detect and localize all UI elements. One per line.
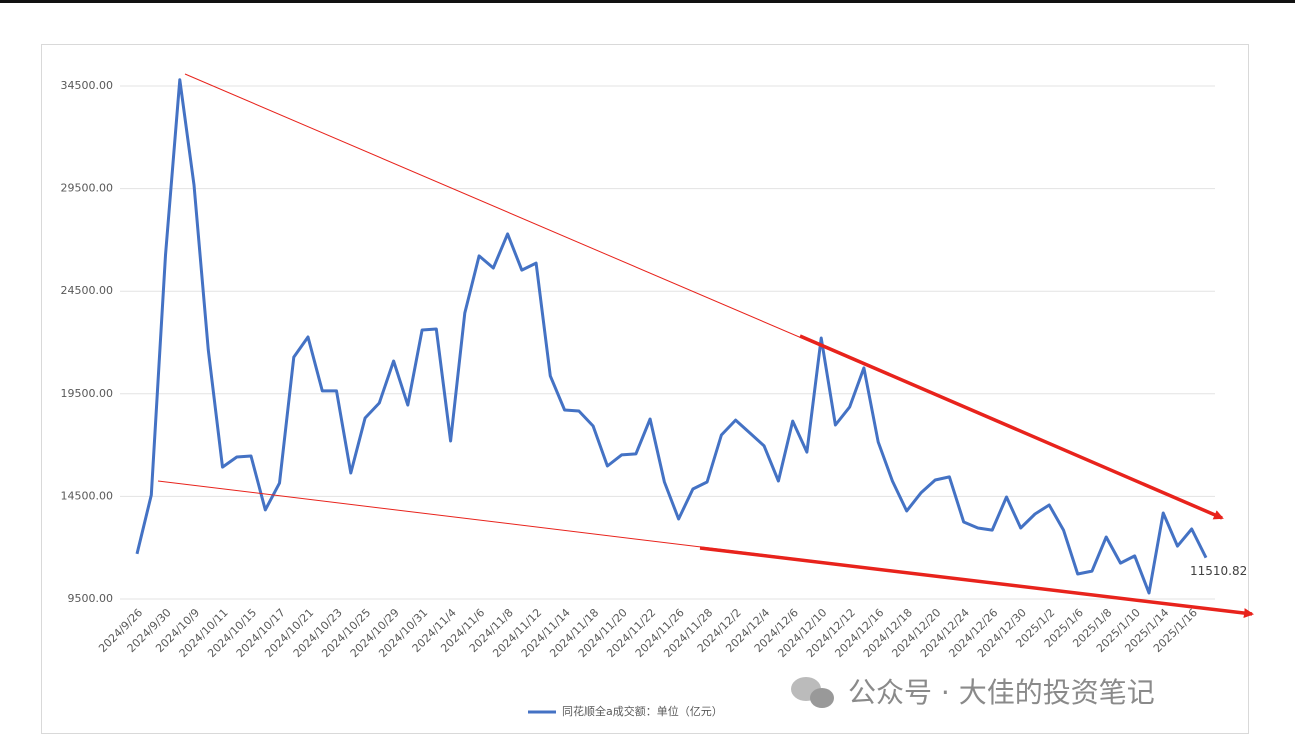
trend-lower-arrow <box>699 546 1254 619</box>
top-border <box>0 0 1295 3</box>
chart-frame <box>41 44 1249 734</box>
legend-label: 同花顺全a成交额：单位（亿元） <box>562 704 723 718</box>
data-line <box>135 78 1208 595</box>
watermark-icon <box>810 688 834 708</box>
y-tick-label: 19500.00 <box>61 387 114 400</box>
y-tick-label: 24500.00 <box>61 284 114 297</box>
y-tick-label: 29500.00 <box>61 182 114 195</box>
y-tick-label: 14500.00 <box>61 489 114 502</box>
watermark-text: 公众号 · 大佳的投资笔记 <box>848 676 1155 709</box>
y-tick-label: 34500.00 <box>61 79 114 92</box>
y-tick-label: 9500.00 <box>68 592 114 605</box>
plot <box>135 78 1208 595</box>
grid <box>120 85 1215 600</box>
data-label: 11510.82 <box>1190 564 1247 578</box>
watermark: 公众号 · 大佳的投资笔记 <box>791 676 1155 709</box>
trend-upper-arrow <box>799 334 1224 520</box>
